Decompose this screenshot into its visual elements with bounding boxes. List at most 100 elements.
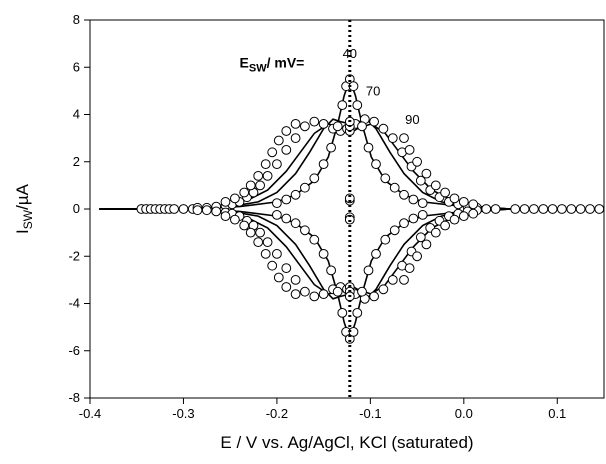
data-point	[482, 205, 491, 214]
plot-marks	[99, 75, 604, 344]
y-tick-label: 6	[73, 59, 80, 74]
data-point	[301, 226, 310, 235]
data-point	[405, 264, 414, 273]
data-point	[372, 250, 381, 259]
data-point	[413, 157, 422, 166]
data-point	[576, 205, 585, 214]
data-point	[370, 117, 379, 126]
data-point	[390, 226, 399, 235]
data-point	[254, 238, 263, 247]
data-point	[256, 228, 265, 237]
data-point	[469, 209, 478, 218]
y-tick-label: 8	[73, 12, 80, 27]
data-point	[379, 285, 388, 294]
esw-header-rest: / mV=	[267, 54, 305, 70]
data-point	[291, 219, 300, 228]
y-axis-title-sub: SW	[21, 209, 35, 229]
data-point	[282, 195, 291, 204]
esw-label-40: 40	[343, 46, 357, 61]
data-point	[179, 205, 188, 214]
data-point	[409, 214, 418, 223]
y-tick-label: 4	[73, 107, 80, 122]
data-point	[268, 148, 277, 157]
data-point	[364, 143, 373, 152]
fit-curve-40-reverse	[99, 209, 604, 339]
y-tick-label: 2	[73, 154, 80, 169]
data-point	[268, 261, 277, 270]
data-point	[274, 136, 283, 145]
data-point	[282, 214, 291, 223]
fit-curve-40-forward	[99, 79, 604, 209]
y-axis-title: ISW/µA	[13, 183, 35, 234]
x-tick-label: -0.1	[359, 406, 381, 421]
data-point	[400, 134, 409, 143]
data-point	[558, 205, 567, 214]
data-point	[441, 188, 450, 197]
esw-header-label: ESW/ mV=	[240, 54, 305, 74]
data-point	[539, 205, 548, 214]
data-point	[441, 221, 450, 230]
data-point	[231, 194, 240, 203]
data-point	[358, 122, 367, 131]
data-point	[221, 212, 230, 221]
data-point	[422, 240, 431, 249]
data-point	[388, 134, 397, 143]
data-point	[413, 252, 422, 261]
data-point	[273, 250, 282, 259]
data-point	[319, 250, 328, 259]
data-point	[338, 101, 347, 110]
data-point	[273, 160, 282, 169]
data-point	[202, 206, 211, 215]
data-point	[193, 206, 202, 215]
data-point	[291, 190, 300, 199]
y-tick-label: -8	[68, 390, 80, 405]
y-tick-label: -4	[68, 296, 80, 311]
data-point	[263, 238, 272, 247]
x-axis: -0.4 -0.3 -0.2 -0.1 0.0 0.1	[79, 398, 567, 421]
data-point	[548, 205, 557, 214]
data-point	[358, 287, 367, 296]
data-point	[261, 250, 270, 259]
data-point	[231, 215, 240, 224]
data-point	[469, 200, 478, 209]
data-point	[333, 122, 342, 131]
data-point	[388, 276, 397, 285]
y-axis-title-rest: /µA	[13, 183, 32, 210]
x-tick-label: -0.2	[266, 406, 288, 421]
data-point	[431, 228, 440, 237]
data-point	[327, 266, 336, 275]
y-tick-label: -6	[68, 343, 80, 358]
data-point	[170, 205, 179, 214]
data-point	[400, 276, 409, 285]
data-point	[246, 228, 255, 237]
data-point	[240, 188, 249, 197]
data-point	[319, 160, 328, 169]
data-point	[520, 205, 529, 214]
data-point	[301, 287, 310, 296]
data-point	[586, 205, 595, 214]
data-point	[310, 235, 319, 244]
data-point	[595, 205, 604, 214]
data-point	[409, 195, 418, 204]
x-tick-label: -0.4	[79, 406, 101, 421]
data-point	[511, 205, 520, 214]
data-point	[256, 181, 265, 190]
annotations: 407090	[343, 20, 420, 398]
data-point	[310, 292, 319, 301]
data-point	[273, 211, 282, 220]
y-axis: -8 -6 -4 -2 0 2 4 6 8	[68, 12, 90, 405]
x-tick-label: 0.1	[548, 406, 566, 421]
data-point	[254, 172, 263, 181]
data-point	[282, 127, 291, 136]
data-point	[282, 264, 291, 273]
esw-header-sub: SW	[249, 62, 267, 74]
data-point	[353, 309, 362, 318]
data-point	[372, 160, 381, 169]
data-point	[431, 181, 440, 190]
x-axis-title: E / V vs. Ag/AgCl, KCl (saturated)	[220, 433, 473, 452]
data-point	[291, 134, 300, 143]
data-point	[353, 101, 362, 110]
data-point	[567, 205, 576, 214]
esw-label-70: 70	[366, 84, 380, 99]
